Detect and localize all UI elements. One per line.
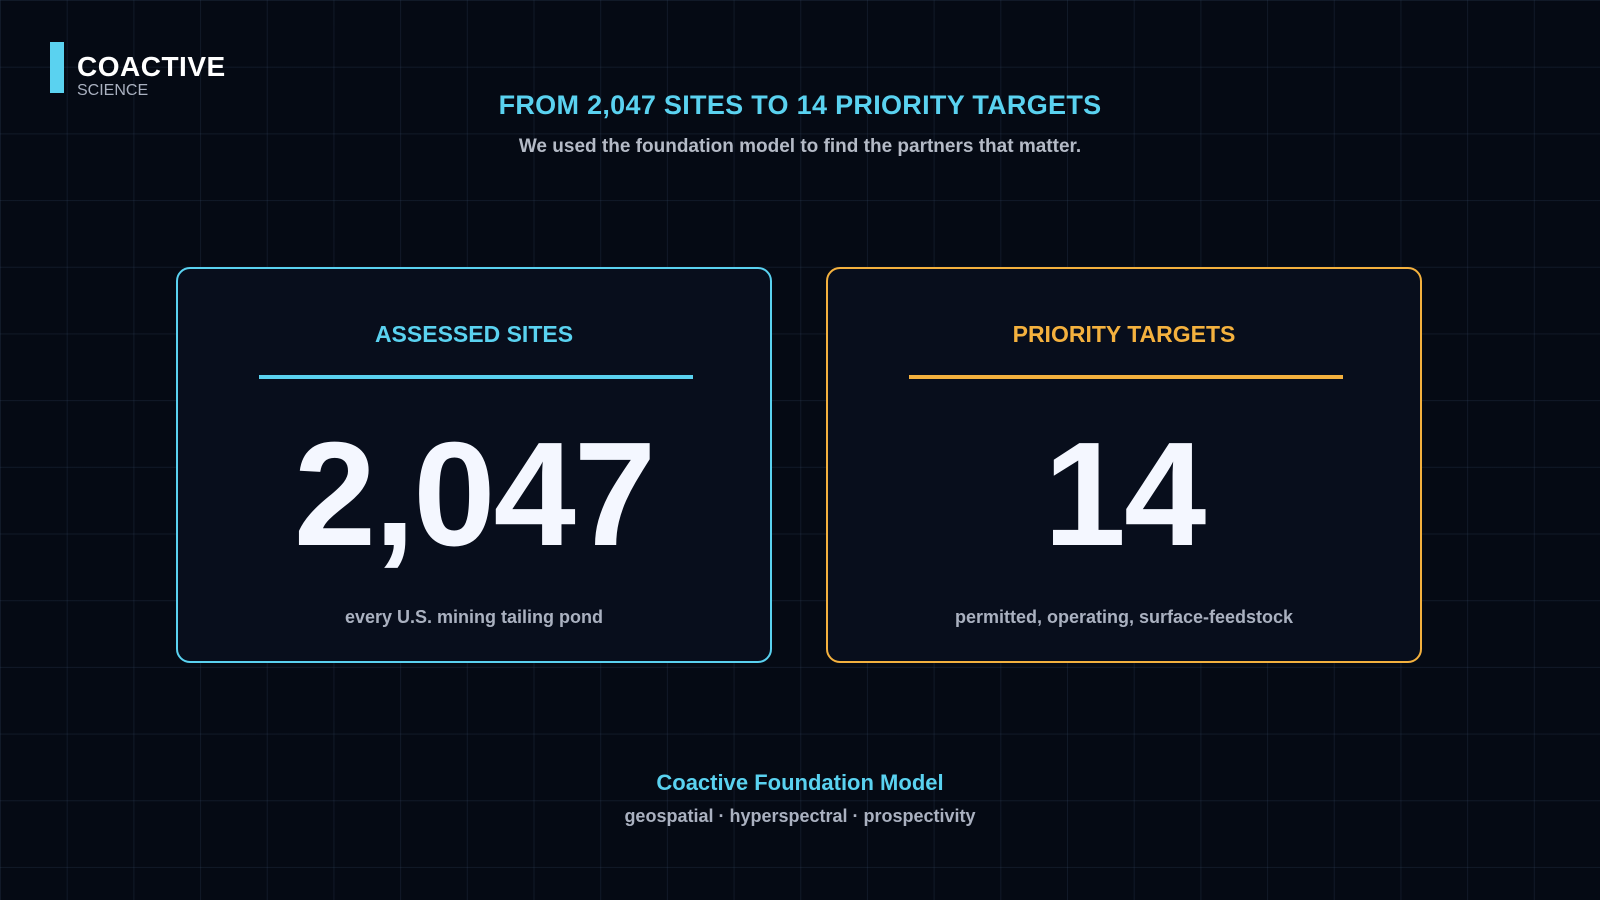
- priority-targets-card: PRIORITY TARGETS 14 permitted, operating…: [826, 267, 1422, 663]
- card-title: PRIORITY TARGETS: [1012, 321, 1236, 347]
- card-value: 14: [1043, 412, 1207, 577]
- card-divider: [259, 375, 693, 379]
- card-caption: permitted, operating, surface-feedstock: [954, 607, 1294, 627]
- footer-subtitle: geospatial · hyperspectral · prospectivi…: [624, 806, 976, 826]
- brand-subtitle: SCIENCE: [77, 82, 149, 99]
- page-subtitle: We used the foundation model to find the…: [518, 136, 1082, 157]
- page-title: FROM 2,047 SITES TO 14 PRIORITY TARGETS: [498, 90, 1102, 120]
- footer-title: Coactive Foundation Model: [656, 770, 944, 795]
- brand-name: COACTIVE: [77, 51, 226, 82]
- card-caption: every U.S. mining tailing pond: [344, 607, 604, 627]
- brand-accent-bar: [50, 42, 64, 93]
- card-divider: [909, 375, 1343, 379]
- assessed-sites-card: ASSESSED SITES 2,047 every U.S. mining t…: [176, 267, 772, 663]
- card-title: ASSESSED SITES: [374, 321, 574, 347]
- card-value: 2,047: [293, 412, 656, 577]
